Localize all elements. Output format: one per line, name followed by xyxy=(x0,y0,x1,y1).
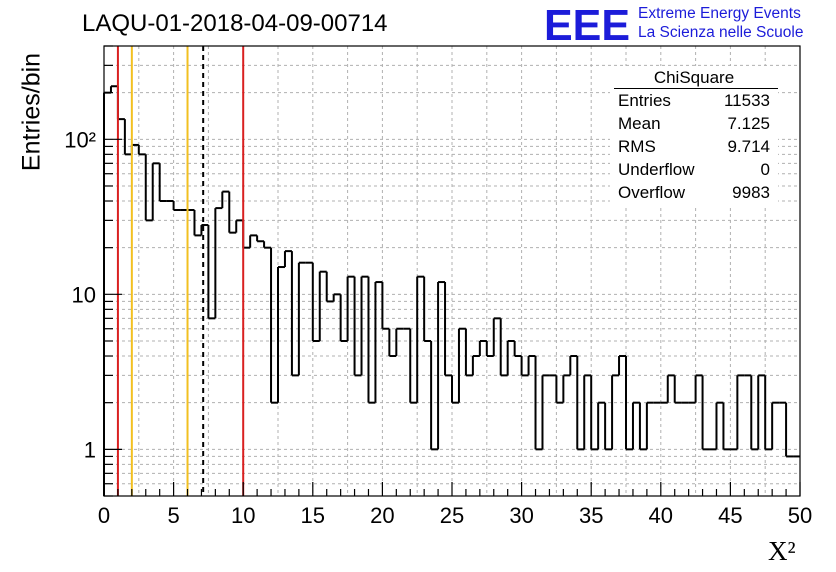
logo-caption: Extreme Energy Events La Scienza nelle S… xyxy=(638,4,803,42)
stats-row: Entries 11533 xyxy=(610,89,778,112)
stats-label: Overflow xyxy=(618,183,686,202)
x-tick-label: 0 xyxy=(98,503,110,528)
x-tick-label: 20 xyxy=(370,503,394,528)
stats-label: Mean xyxy=(618,114,661,133)
y-axis-label: Entries/bin xyxy=(17,52,46,172)
stats-value: 9.714 xyxy=(727,137,770,156)
eee-logo: EEE xyxy=(544,2,630,46)
stats-label: Underflow xyxy=(618,160,695,179)
x-axis-label: X² xyxy=(768,536,796,566)
logo-line-2: La Scienza nelle Scuole xyxy=(638,24,804,41)
logo-text: EEE xyxy=(544,2,630,46)
x-tick-label: 5 xyxy=(167,503,179,528)
x-tick-label: 35 xyxy=(579,503,603,528)
axis-tick-labels: 0 5 10 15 20 25 30 35 40 45 50 1 10 10² xyxy=(64,127,812,528)
x-tick-label: 50 xyxy=(788,503,812,528)
stats-row: Underflow 0 xyxy=(610,158,778,181)
reference-lines xyxy=(116,46,245,496)
stats-row: Mean 7.125 xyxy=(610,112,778,135)
stats-box: ChiSquare Entries 11533 Mean 7.125 RMS 9… xyxy=(610,66,778,206)
x-tick-label: 15 xyxy=(301,503,325,528)
stats-divider xyxy=(614,88,778,89)
x-tick-label: 30 xyxy=(509,503,533,528)
chart-title: LAQU-01-2018-04-09-00714 xyxy=(82,10,388,37)
stats-value: 7.125 xyxy=(727,114,770,133)
x-tick-label: 40 xyxy=(649,503,673,528)
stats-value: 0 xyxy=(760,160,770,179)
x-tick-label: 25 xyxy=(440,503,464,528)
stats-value: 11533 xyxy=(723,91,770,110)
stats-row: RMS 9.714 xyxy=(610,135,778,158)
y-tick-label: 1 xyxy=(84,437,96,462)
stats-label: Entries xyxy=(618,91,671,110)
y-tick-label: 10² xyxy=(64,127,96,152)
x-tick-label: 45 xyxy=(718,503,742,528)
axis-ticks xyxy=(103,45,801,497)
stats-title: ChiSquare xyxy=(653,68,735,87)
x-tick-label: 10 xyxy=(231,503,255,528)
logo-line-1: Extreme Energy Events xyxy=(638,5,801,22)
stats-value: 9983 xyxy=(732,183,770,202)
stats-label: RMS xyxy=(618,137,656,156)
stats-row: Overflow 9983 xyxy=(610,181,778,204)
y-tick-label: 10 xyxy=(72,282,96,307)
